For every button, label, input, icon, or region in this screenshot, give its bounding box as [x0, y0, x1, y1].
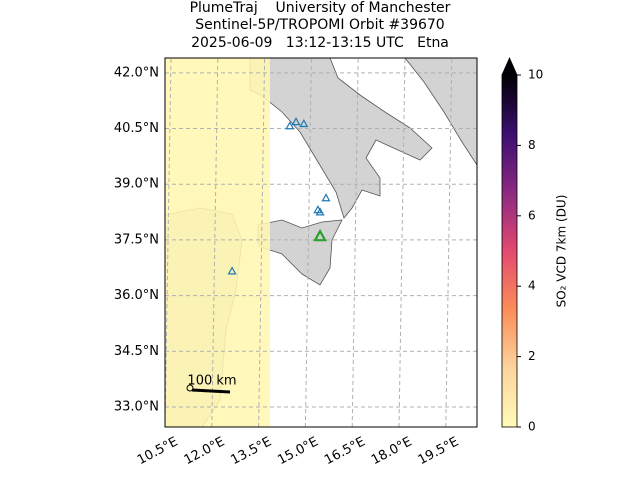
x-tick-label: 19.5°E	[416, 434, 462, 468]
title-line: PlumeTraj University of Manchester	[190, 0, 451, 16]
grid-line	[445, 58, 453, 427]
target-volcano-marker	[313, 228, 327, 242]
scale-bar-label: 100 km	[187, 374, 236, 389]
x-tick-label: 15.0°E	[275, 434, 321, 468]
y-tick-label: 40.5°N	[114, 121, 159, 136]
grid-line	[258, 58, 266, 427]
y-tick-label: 36.0°N	[114, 288, 159, 303]
x-tick-label: 16.5°E	[322, 434, 368, 468]
colorbar-tick-label: 2	[528, 349, 536, 363]
y-tick-label: 33.0°N	[114, 399, 159, 414]
title-line: Sentinel-5P/TROPOMI Orbit #39670	[195, 17, 444, 33]
y-tick-label: 42.0°N	[114, 65, 159, 80]
x-tick-label: 18.0°E	[369, 434, 415, 468]
y-tick-label: 37.5°N	[114, 232, 159, 247]
x-tick-label: 12.0°E	[182, 434, 228, 468]
title-line: 2025-06-09 13:12-13:15 UTC Etna	[191, 35, 449, 51]
grid-line	[398, 58, 406, 427]
so2-swath	[165, 58, 270, 427]
grid-line	[211, 58, 219, 427]
scale-bar-end	[186, 384, 194, 392]
y-tick-label: 39.0°N	[114, 177, 159, 192]
land	[404, 58, 477, 166]
volcano-marker	[299, 118, 309, 128]
land	[249, 58, 433, 219]
scale-bar	[191, 388, 231, 394]
grid-line	[304, 58, 312, 427]
colorbar-tick-label: 0	[528, 420, 536, 434]
colorbar-tick-label: 10	[528, 68, 543, 82]
grid-line	[165, 58, 172, 427]
volcano-marker	[291, 117, 301, 126]
colorbar-label: SO₂ VCD 7km (DU)	[555, 195, 569, 308]
x-tick-label: 10.5°E	[135, 434, 181, 468]
colorbar-extend	[501, 57, 518, 76]
colorbar-tick-label: 4	[528, 279, 536, 293]
y-tick-label: 34.5°N	[114, 344, 159, 359]
volcano-marker	[321, 193, 331, 202]
land	[257, 219, 343, 286]
x-tick-label: 13.5°E	[229, 434, 275, 468]
volcano-marker	[227, 266, 237, 275]
volcano-marker	[315, 207, 325, 216]
volcano-marker	[285, 121, 295, 130]
colorbar-tick-label: 6	[528, 208, 536, 222]
map-frame	[164, 57, 478, 428]
colorbar	[501, 74, 518, 428]
colorbar-tick-label: 8	[528, 138, 536, 152]
grid-line	[351, 58, 359, 427]
map: 100 km	[165, 58, 477, 427]
